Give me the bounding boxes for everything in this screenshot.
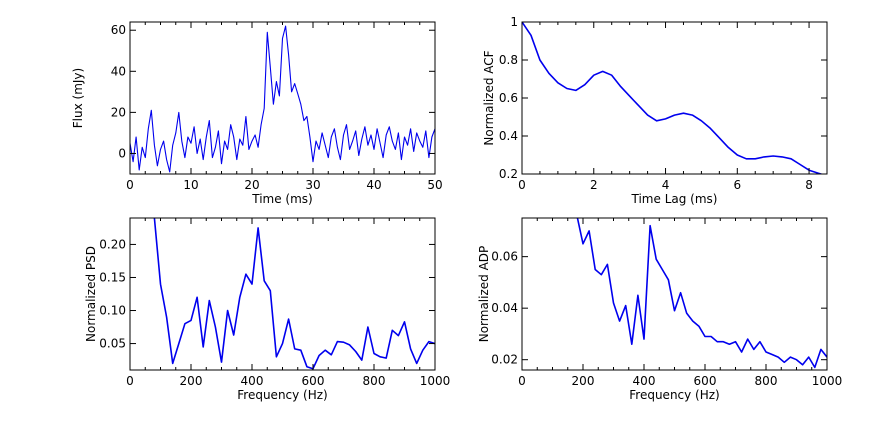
x-tick-label: 20 (244, 178, 259, 192)
chart-panel-3: 0 200 400 600 800 1000 0.05 0.10 0.15 0.20 Frequen… (84, 217, 451, 402)
x-tick-label: 10 (183, 178, 198, 192)
series-line-acf (522, 22, 824, 174)
chart-panel-1: 0 10 20 30 40 50 0 20 40 60 Time (ms) Flux (mJy) (71, 21, 443, 206)
y-tick-label: 0.4 (499, 129, 518, 143)
x-tick-label: 0 (126, 374, 134, 388)
axes-frame (521, 217, 828, 371)
x-tick-label: 0 (126, 178, 134, 192)
y-tick-label: 0.15 (99, 270, 126, 284)
x-tick-label: 6 (733, 178, 741, 192)
x-tick-label: 1000 (420, 374, 451, 388)
y-tick-label: 0.20 (99, 237, 126, 251)
x-tick-label: 200 (572, 374, 595, 388)
y-tick-label: 20 (111, 105, 126, 119)
y-tick-label: 0.04 (491, 301, 518, 315)
y-tick-label: 0.02 (491, 353, 518, 367)
x-tick-label: 600 (694, 374, 717, 388)
x-axis-label: Time (ms) (251, 192, 313, 206)
axes-frame (521, 21, 828, 175)
x-tick-label: 8 (805, 178, 813, 192)
x-tick-label: 1000 (812, 374, 843, 388)
x-tick-label: 600 (302, 374, 325, 388)
x-axis-label: Frequency (Hz) (237, 388, 328, 402)
x-axis-label: Time Lag (ms) (631, 192, 718, 206)
series-line-flux (130, 25, 435, 173)
x-tick-label: 30 (305, 178, 320, 192)
y-tick-label: 0.05 (99, 337, 126, 351)
y-tick-label: 60 (111, 23, 126, 37)
y-tick-label: 0.2 (499, 167, 518, 181)
x-tick-label: 0 (518, 374, 526, 388)
x-tick-label: 800 (363, 374, 386, 388)
y-tick-label: 0 (118, 146, 126, 160)
x-tick-label: 4 (662, 178, 670, 192)
series-line-psd (153, 218, 435, 370)
chart-panel-2: 0 2 4 6 8 0.2 0.4 0.6 0.8 1 Time Lag (ms) Normalize… (482, 15, 828, 206)
y-tick-label: 0.10 (99, 304, 126, 318)
chart-panel-4: 0 200 400 600 800 1000 0.02 0.04 0.06 Frequency (… (477, 217, 843, 402)
y-axis-label: Normalized ADP (477, 246, 491, 343)
series-line-adp (576, 218, 827, 369)
y-tick-label: 0.6 (499, 91, 518, 105)
y-axis-label: Flux (mJy) (71, 68, 85, 128)
y-tick-label: 1 (510, 15, 518, 29)
x-tick-label: 400 (633, 374, 656, 388)
x-tick-label: 50 (427, 178, 442, 192)
x-tick-label: 400 (241, 374, 264, 388)
y-axis-label: Normalized ACF (482, 50, 496, 145)
x-axis-label: Frequency (Hz) (629, 388, 720, 402)
x-tick-label: 200 (180, 374, 203, 388)
y-tick-label: 0.8 (499, 53, 518, 67)
y-tick-label: 40 (111, 64, 126, 78)
y-tick-label: 0.06 (491, 250, 518, 264)
y-axis-label: Normalized PSD (84, 246, 98, 342)
x-tick-label: 2 (590, 178, 598, 192)
x-tick-label: 0 (518, 178, 526, 192)
x-tick-label: 40 (366, 178, 381, 192)
x-tick-label: 800 (755, 374, 778, 388)
